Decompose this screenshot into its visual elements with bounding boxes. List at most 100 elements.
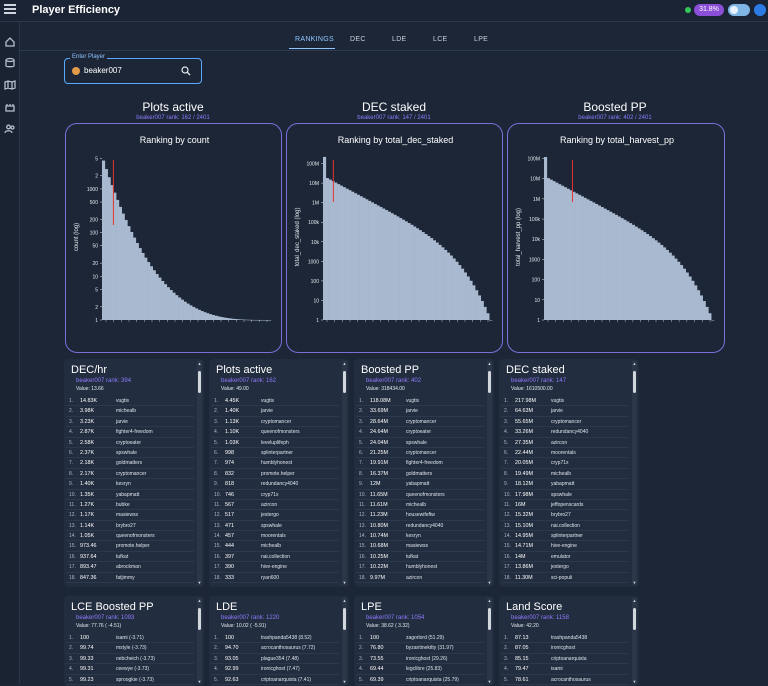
tab-lpe[interactable]: LPE [474, 36, 489, 43]
scrollbar[interactable]: ▲ ▼ [342, 598, 347, 684]
table-row[interactable]: 10. 11.65M queenofmonsters [356, 490, 484, 500]
castle-icon[interactable] [4, 100, 16, 112]
scroll-up-icon[interactable]: ▲ [197, 598, 202, 603]
tab-dec[interactable]: DEC [350, 36, 366, 43]
table-row[interactable]: 4. 79.47 isami [501, 664, 629, 675]
table-row[interactable]: 6. 2.37K spswhale [66, 448, 194, 459]
table-row[interactable]: 5. 27.35M azircon [501, 438, 629, 448]
table-row[interactable]: 12. 517 jestergo [211, 510, 339, 521]
table-row[interactable]: 3. 55.65M cryptomancer [501, 417, 629, 428]
table-row[interactable]: 7. 974 humblyhonest [211, 458, 339, 469]
users-icon[interactable] [4, 122, 16, 134]
table-row[interactable]: 18. 333 ryan600 [211, 573, 339, 584]
table-row[interactable]: 10. 746 cryp71x [211, 490, 339, 500]
scroll-thumb[interactable] [343, 371, 346, 393]
scrollbar[interactable]: ▲ ▼ [197, 598, 202, 684]
table-row[interactable]: 5. 69.39 criptoanarquista (25.79) [356, 675, 484, 685]
table-row[interactable]: 2. 76.80 byzantinekitty (31.97) [356, 643, 484, 654]
scroll-up-icon[interactable]: ▲ [487, 598, 492, 603]
scroll-thumb[interactable] [198, 608, 201, 630]
table-row[interactable]: 3. 93.05 plague354 (7.48) [211, 654, 339, 665]
scroll-thumb[interactable] [343, 608, 346, 630]
table-row[interactable]: 11. 567 azircon [211, 500, 339, 511]
table-row[interactable]: 3. 73.55 ironicghost (29.26) [356, 654, 484, 665]
table-row[interactable]: 18. 847.36 fatjimmy [66, 573, 194, 584]
table-row[interactable]: 7. 2.18K goldmatters [66, 458, 194, 469]
home-icon[interactable] [4, 35, 16, 47]
scrollbar[interactable]: ▲ ▼ [632, 361, 637, 585]
table-row[interactable]: 8. 16.37M goldmatters [356, 469, 484, 480]
table-row[interactable]: 1. 87.13 trashpanda5438 [501, 633, 629, 644]
scroll-down-icon[interactable]: ▼ [487, 679, 492, 684]
table-row[interactable]: 11. 1.27K bubke [66, 500, 194, 511]
table-row[interactable]: 4. 2.87K fighter4-freedom [66, 427, 194, 438]
table-row[interactable]: 13. 471 spswhale [211, 521, 339, 532]
table-row[interactable]: 4. 92.99 ironicghost (7.47) [211, 664, 339, 675]
table-row[interactable]: 1. 118.08M vugtis [356, 396, 484, 407]
scroll-thumb[interactable] [633, 608, 636, 630]
scrollbar[interactable]: ▲ ▼ [632, 598, 637, 684]
table-row[interactable]: 3. 1.13K cryptomancer [211, 417, 339, 428]
table-row[interactable]: 8. 832 promote.helper [211, 469, 339, 480]
table-row[interactable]: 1. 100 isami (-3.71) [66, 633, 194, 644]
hamburger-icon[interactable] [4, 4, 16, 16]
table-row[interactable]: 1. 14.83K vugtis [66, 396, 194, 407]
table-row[interactable]: 16. 14M emulator [501, 552, 629, 563]
scroll-down-icon[interactable]: ▼ [632, 679, 637, 684]
table-row[interactable]: 4. 24.64M cryptoeater [356, 427, 484, 438]
scroll-up-icon[interactable]: ▲ [197, 361, 202, 366]
table-row[interactable]: 17. 10.22M humblyhonest [356, 562, 484, 573]
table-row[interactable]: 4. 33.26M redundancy4040 [501, 427, 629, 438]
scrollbar[interactable]: ▲ ▼ [342, 361, 347, 585]
tab-lce[interactable]: LCE [433, 36, 448, 43]
table-row[interactable]: 7. 20.05M cryp71x [501, 458, 629, 469]
scroll-down-icon[interactable]: ▼ [342, 679, 347, 684]
table-row[interactable]: 15. 14.71M hive-engine [501, 541, 629, 552]
scroll-up-icon[interactable]: ▲ [487, 361, 492, 366]
table-row[interactable]: 9. 18.12M yabapmatt [501, 479, 629, 490]
map-icon[interactable] [4, 78, 16, 90]
scrollbar[interactable]: ▲ ▼ [487, 361, 492, 585]
table-row[interactable]: 10. 17.98M spswhale [501, 490, 629, 500]
tab-rankings[interactable]: RANKINGS [295, 36, 334, 43]
scroll-down-icon[interactable]: ▼ [632, 580, 637, 585]
table-row[interactable]: 10. 1.35K yabapmatt [66, 490, 194, 500]
table-row[interactable]: 14. 457 moorentals [211, 531, 339, 542]
table-row[interactable]: 1. 100 zagorlord (51.29) [356, 633, 484, 644]
table-row[interactable]: 13. 10.80M redundancy4040 [356, 521, 484, 532]
search-value[interactable]: beaker007 [84, 66, 122, 75]
table-row[interactable]: 15. 973.46 promote.helper [66, 541, 194, 552]
scroll-thumb[interactable] [488, 608, 491, 630]
table-row[interactable]: 9. 818 redundancy4040 [211, 479, 339, 490]
table-row[interactable]: 15. 10.68M masiewss [356, 541, 484, 552]
scroll-down-icon[interactable]: ▼ [487, 580, 492, 585]
github-icon[interactable] [754, 4, 766, 16]
table-row[interactable]: 2. 3.98K michealb [66, 406, 194, 417]
table-row[interactable]: 6. 21.25M cryptomancer [356, 448, 484, 459]
table-row[interactable]: 17. 390 hive-engine [211, 562, 339, 573]
table-row[interactable]: 14. 14.95M splinterpartner [501, 531, 629, 542]
scrollbar[interactable]: ▲ ▼ [197, 361, 202, 585]
table-row[interactable]: 12. 1.17K masiewss [66, 510, 194, 521]
theme-toggle[interactable] [728, 4, 750, 16]
table-row[interactable]: 1. 217.98M vugtis [501, 396, 629, 407]
scroll-up-icon[interactable]: ▲ [342, 598, 347, 603]
scroll-thumb[interactable] [198, 371, 201, 393]
table-row[interactable]: 12. 15.32M brybro27 [501, 510, 629, 521]
table-row[interactable]: 15. 444 michealb [211, 541, 339, 552]
table-row[interactable]: 16. 937.64 tufkat [66, 552, 194, 563]
table-row[interactable]: 2. 87.05 ironicghost [501, 643, 629, 654]
table-row[interactable]: 2. 1.40K jarvie [211, 406, 339, 417]
scrollbar[interactable]: ▲ ▼ [487, 598, 492, 684]
scroll-up-icon[interactable]: ▲ [632, 598, 637, 603]
scroll-down-icon[interactable]: ▼ [197, 679, 202, 684]
table-row[interactable]: 2. 33.69M jarvie [356, 406, 484, 417]
tab-lde[interactable]: LDE [392, 36, 407, 43]
table-row[interactable]: 16. 10.25M tufkat [356, 552, 484, 563]
table-row[interactable]: 9. 12M yabapmatt [356, 479, 484, 490]
table-row[interactable]: 13. 15.10M nai.collection [501, 521, 629, 532]
table-row[interactable]: 18. 9.97M azircon [356, 573, 484, 584]
scroll-thumb[interactable] [633, 371, 636, 393]
table-row[interactable]: 4. 69.44 legclibre (25.83) [356, 664, 484, 675]
table-row[interactable]: 18. 11.30M sci-populi [501, 573, 629, 584]
